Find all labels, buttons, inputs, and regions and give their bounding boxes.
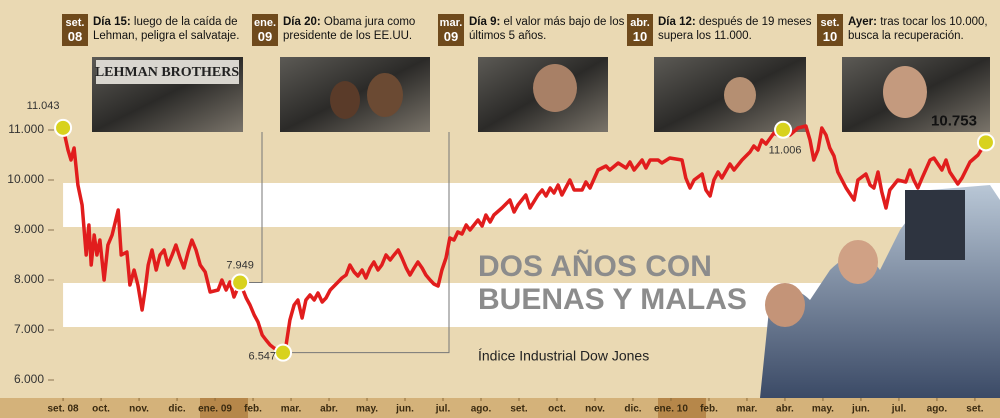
x-tick-label: abr. bbox=[776, 404, 794, 415]
photo-figure bbox=[330, 81, 360, 119]
event-lead: Día 15: bbox=[93, 16, 131, 28]
event-date: set. 08 bbox=[62, 14, 88, 46]
event-date: mar. 09 bbox=[438, 14, 464, 46]
photo-figure bbox=[883, 66, 927, 118]
event-text: tras tocar los 10.000, busca la recupera… bbox=[848, 16, 988, 42]
x-tick-label: ago. bbox=[927, 404, 948, 415]
photo-figure bbox=[367, 73, 403, 117]
x-tick-label: oct. bbox=[548, 404, 566, 415]
photo-sign bbox=[96, 60, 239, 84]
event-text: luego de la caída de Lehman, peligra el … bbox=[93, 16, 240, 42]
highlight-marker bbox=[976, 133, 995, 152]
x-tick-label: jul. bbox=[435, 404, 451, 415]
x-tick-label: ago. bbox=[471, 404, 492, 415]
y-tick-label: 8.000 bbox=[14, 272, 44, 286]
event-date: abr. 10 bbox=[627, 14, 653, 46]
connector bbox=[283, 132, 450, 354]
event-date: ene. 09 bbox=[252, 14, 278, 46]
event-date: set. 10 bbox=[817, 14, 843, 46]
event-lead: Día 20: bbox=[283, 16, 321, 28]
x-tick-label: jun. bbox=[851, 404, 870, 415]
event-caption: Día 15: luego de la caída de Lehman, pel… bbox=[93, 15, 249, 43]
event-month: mar. bbox=[439, 17, 463, 29]
highlight-label: 10.753 bbox=[931, 112, 977, 129]
y-tick-label: 11.000 bbox=[8, 122, 44, 136]
photo-figure bbox=[765, 283, 805, 327]
x-tick-label: feb. bbox=[244, 404, 262, 415]
highlight-marker bbox=[774, 120, 793, 139]
event-caption: Día 12: después de 19 meses supera los 1… bbox=[658, 15, 814, 43]
month-strip bbox=[0, 398, 1000, 418]
photo-figure bbox=[838, 240, 878, 284]
x-tick-label: ene. 10 bbox=[654, 404, 688, 415]
event-text: después de 19 meses supera los 11.000. bbox=[658, 16, 812, 42]
x-tick-label: dic. bbox=[168, 404, 185, 415]
event-lead: Día 9: bbox=[469, 16, 501, 28]
chart-subtitle: Índice Industrial Dow Jones bbox=[478, 348, 649, 364]
photo-text: LEHMAN BROTHERS bbox=[95, 65, 240, 80]
year-marker bbox=[658, 398, 706, 418]
event-caption: Día 20: Obama jura como presidente de lo… bbox=[283, 15, 439, 43]
photo-figure bbox=[724, 77, 756, 113]
highlight-label: 6.547 bbox=[249, 351, 277, 363]
x-tick-label: may. bbox=[812, 404, 834, 415]
x-tick-label: mar. bbox=[281, 404, 302, 415]
x-tick-label: nov. bbox=[585, 404, 605, 415]
x-tick-label: abr. bbox=[320, 404, 338, 415]
x-tick-label: dic. bbox=[624, 404, 641, 415]
event-year: 08 bbox=[67, 29, 83, 44]
photo-monitor bbox=[905, 190, 965, 260]
x-tick-label: jul. bbox=[891, 404, 907, 415]
data-line bbox=[61, 124, 988, 355]
x-tick-label: ene. 09 bbox=[198, 404, 232, 415]
event-text: el valor más bajo de los últimos 5 años. bbox=[469, 16, 625, 42]
y-tick-label: 9.000 bbox=[14, 222, 44, 236]
event-lead: Ayer: bbox=[848, 16, 877, 28]
chart-title: BUENAS Y MALAS bbox=[478, 283, 747, 316]
highlight-label: 11.006 bbox=[769, 145, 802, 157]
event-year: 09 bbox=[257, 29, 273, 44]
x-tick-label: jun. bbox=[395, 404, 414, 415]
y-tick-label: 6.000 bbox=[14, 372, 44, 386]
highlight-marker bbox=[231, 273, 250, 292]
event-caption: Ayer: tras tocar los 10.000, busca la re… bbox=[848, 15, 1000, 43]
photo-figure bbox=[533, 64, 577, 112]
highlight-label: 11.043 bbox=[27, 100, 60, 112]
x-tick-label: set. bbox=[966, 404, 983, 415]
event-year: 10 bbox=[632, 29, 648, 44]
event-text: Obama jura como presidente de los EE.UU. bbox=[283, 16, 416, 42]
event-month: ene. bbox=[253, 17, 276, 29]
highlight-label: 7.949 bbox=[226, 259, 254, 271]
event-lead: Día 12: bbox=[658, 16, 696, 28]
highlight-marker bbox=[274, 343, 293, 362]
event-caption: Día 9: el valor más bajo de los últimos … bbox=[469, 15, 625, 43]
x-tick-label: oct. bbox=[92, 404, 110, 415]
event-month: abr. bbox=[630, 17, 650, 29]
event-year: 10 bbox=[822, 29, 838, 44]
x-tick-label: may. bbox=[356, 404, 378, 415]
x-tick-label: feb. bbox=[700, 404, 718, 415]
event-year: 09 bbox=[443, 29, 459, 44]
y-tick-label: 10.000 bbox=[7, 172, 44, 186]
event-month: set. bbox=[65, 17, 85, 29]
x-tick-label: set. bbox=[510, 404, 527, 415]
x-tick-label: set. 08 bbox=[47, 404, 79, 415]
y-tick-label: 7.000 bbox=[14, 322, 44, 336]
event-month: set. bbox=[820, 17, 840, 29]
x-tick-label: nov. bbox=[129, 404, 149, 415]
highlight-marker bbox=[54, 118, 73, 137]
x-tick-label: mar. bbox=[737, 404, 758, 415]
year-marker bbox=[200, 398, 248, 418]
chart-title: DOS AÑOS CON bbox=[478, 249, 712, 283]
